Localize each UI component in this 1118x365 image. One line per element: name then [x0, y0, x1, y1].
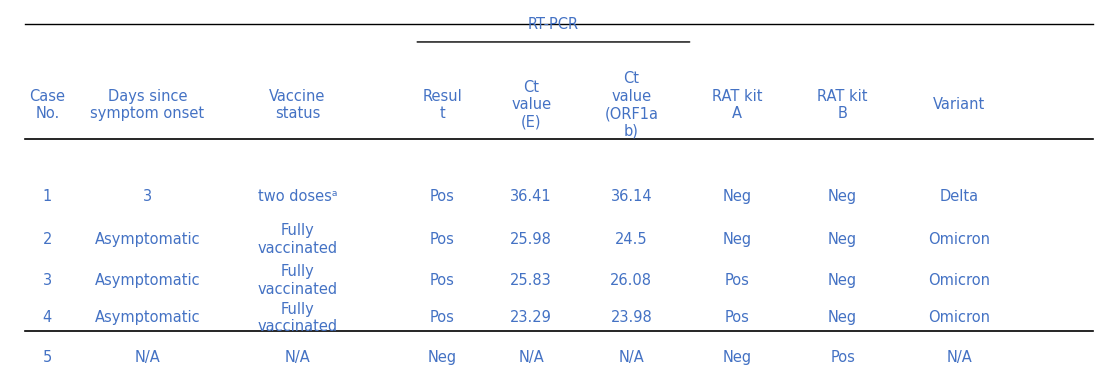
Text: RAT kit
B: RAT kit B — [817, 89, 868, 121]
Text: 24.5: 24.5 — [615, 232, 647, 247]
Text: Case
No.: Case No. — [29, 89, 65, 121]
Text: Ct
value
(ORF1a
b): Ct value (ORF1a b) — [605, 72, 659, 139]
Text: Omicron: Omicron — [928, 310, 991, 326]
Text: Neg: Neg — [828, 232, 858, 247]
Text: Pos: Pos — [831, 350, 855, 365]
Text: 23.29: 23.29 — [510, 310, 552, 326]
Text: 36.14: 36.14 — [610, 189, 652, 204]
Text: N/A: N/A — [947, 350, 973, 365]
Text: N/A: N/A — [134, 350, 160, 365]
Text: Variant: Variant — [934, 97, 986, 112]
Text: Fully
vaccinated: Fully vaccinated — [257, 302, 338, 334]
Text: 1: 1 — [42, 189, 51, 204]
Text: RT-PCR: RT-PCR — [528, 18, 579, 32]
Text: 25.83: 25.83 — [510, 273, 552, 288]
Text: Pos: Pos — [724, 310, 749, 326]
Text: Neg: Neg — [427, 350, 457, 365]
Text: Pos: Pos — [429, 232, 455, 247]
Text: 4: 4 — [42, 310, 51, 326]
Text: Ct
value
(E): Ct value (E) — [511, 80, 551, 130]
Text: Omicron: Omicron — [928, 273, 991, 288]
Text: Pos: Pos — [429, 273, 455, 288]
Text: N/A: N/A — [285, 350, 311, 365]
Text: RAT kit
A: RAT kit A — [712, 89, 762, 121]
Text: 25.98: 25.98 — [510, 232, 552, 247]
Text: Pos: Pos — [429, 310, 455, 326]
Text: 2: 2 — [42, 232, 51, 247]
Text: Asymptomatic: Asymptomatic — [95, 273, 200, 288]
Text: N/A: N/A — [519, 350, 544, 365]
Text: Fully
vaccinated: Fully vaccinated — [257, 264, 338, 297]
Text: Neg: Neg — [722, 350, 751, 365]
Text: Pos: Pos — [724, 273, 749, 288]
Text: Resul
t: Resul t — [423, 89, 462, 121]
Text: Asymptomatic: Asymptomatic — [95, 310, 200, 326]
Text: Days since
symptom onset: Days since symptom onset — [91, 89, 205, 121]
Text: Pos: Pos — [429, 189, 455, 204]
Text: Neg: Neg — [722, 232, 751, 247]
Text: N/A: N/A — [618, 350, 644, 365]
Text: 26.08: 26.08 — [610, 273, 652, 288]
Text: Neg: Neg — [828, 273, 858, 288]
Text: Neg: Neg — [828, 189, 858, 204]
Text: Asymptomatic: Asymptomatic — [95, 232, 200, 247]
Text: 36.41: 36.41 — [511, 189, 552, 204]
Text: Vaccine
status: Vaccine status — [269, 89, 325, 121]
Text: Delta: Delta — [940, 189, 979, 204]
Text: 3: 3 — [42, 273, 51, 288]
Text: Fully
vaccinated: Fully vaccinated — [257, 223, 338, 256]
Text: two dosesᵃ: two dosesᵃ — [258, 189, 338, 204]
Text: 5: 5 — [42, 350, 51, 365]
Text: Neg: Neg — [722, 189, 751, 204]
Text: 3: 3 — [143, 189, 152, 204]
Text: 23.98: 23.98 — [610, 310, 652, 326]
Text: Omicron: Omicron — [928, 232, 991, 247]
Text: Neg: Neg — [828, 310, 858, 326]
